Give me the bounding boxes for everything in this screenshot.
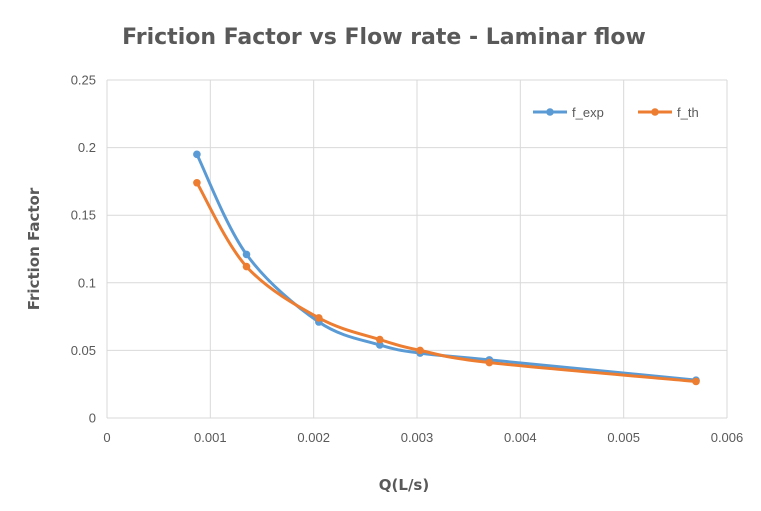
x-tick-label: 0.006 — [711, 430, 744, 445]
x-axis-title: Q(L/s) — [379, 476, 429, 494]
series-layer — [193, 150, 700, 386]
x-tick-label: 0.001 — [194, 430, 227, 445]
y-tick-label: 0.25 — [71, 73, 96, 88]
data-point — [193, 150, 201, 159]
grid — [106, 79, 728, 419]
legend-label: f_th — [677, 105, 699, 120]
data-point — [193, 178, 201, 187]
legend-label: f_exp — [572, 105, 604, 120]
data-point — [485, 358, 494, 367]
data-point — [376, 335, 384, 344]
x-tick-label: 0.004 — [504, 430, 537, 445]
x-tick-label: 0 — [103, 430, 110, 445]
data-point — [416, 346, 424, 355]
y-tick-label: 0.15 — [71, 208, 96, 223]
series-f-th — [193, 178, 700, 386]
data-point — [315, 314, 323, 322]
x-tick-label: 0.002 — [297, 430, 330, 445]
series-line — [195, 152, 698, 382]
y-tick-label: 0.05 — [71, 343, 96, 358]
legend-marker — [546, 108, 554, 116]
data-point — [242, 262, 251, 271]
y-axis-title: Friction Factor — [25, 187, 43, 310]
data-point — [376, 341, 384, 349]
legend-marker — [651, 108, 659, 116]
x-tick-label: 0.003 — [401, 430, 434, 445]
chart-title: Friction Factor vs Flow rate - Laminar f… — [122, 25, 646, 50]
axes: 0 0.05 0.1 0.15 0.2 0.25 0 0.001 0.002 0.003 0.004… — [71, 73, 744, 446]
y-tick-label: 0.2 — [78, 140, 96, 155]
data-point — [242, 250, 251, 259]
legend: f_exp f_th — [533, 105, 699, 120]
y-tick-label: 0.1 — [78, 275, 96, 290]
y-tick-label: 0 — [89, 411, 96, 426]
x-tick-label: 0.005 — [607, 430, 640, 445]
data-point — [692, 377, 700, 386]
